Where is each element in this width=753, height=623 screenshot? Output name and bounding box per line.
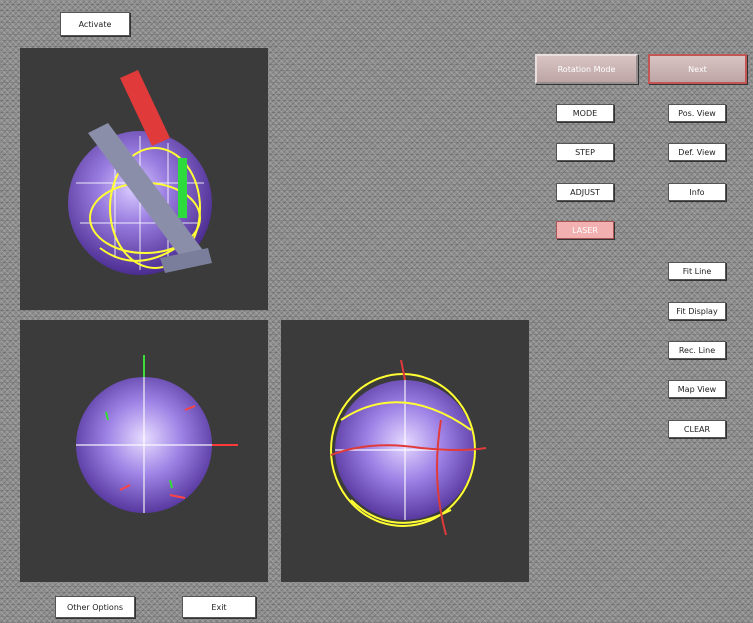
axis-lines — [76, 377, 212, 513]
laser-button[interactable]: LASER — [556, 221, 614, 239]
mode-button[interactable]: MODE — [556, 104, 614, 122]
next-button[interactable]: Next — [648, 54, 747, 84]
green-bar — [178, 158, 187, 218]
other-options-button[interactable]: Other Options — [55, 596, 135, 618]
grey-bar — [88, 123, 205, 263]
info-button[interactable]: Info — [668, 183, 726, 201]
viewport-side[interactable] — [281, 320, 529, 582]
viewport-3d[interactable] — [20, 48, 268, 310]
grey-block — [160, 248, 212, 273]
rec-line-button[interactable]: Rec. Line — [668, 341, 726, 359]
map-view-button[interactable]: Map View — [668, 380, 726, 398]
viewport-3d-scene — [68, 70, 212, 275]
rotation-mode-button[interactable]: Rotation Mode — [535, 54, 638, 84]
clear-button[interactable]: CLEAR — [668, 420, 726, 438]
pos-view-button[interactable]: Pos. View — [668, 104, 726, 122]
def-view-button[interactable]: Def. View — [668, 143, 726, 161]
viewport-side-scene — [330, 359, 487, 536]
step-button[interactable]: STEP — [556, 143, 614, 161]
exit-button[interactable]: Exit — [182, 596, 256, 618]
fit-display-button[interactable]: Fit Display — [668, 302, 726, 320]
fit-line-button[interactable]: Fit Line — [668, 262, 726, 280]
red-bar — [120, 70, 170, 146]
adjust-button[interactable]: ADJUST — [556, 183, 614, 201]
viewport-front[interactable] — [20, 320, 268, 582]
activate-button[interactable]: Activate — [60, 12, 130, 36]
viewport-front-scene — [76, 355, 238, 513]
